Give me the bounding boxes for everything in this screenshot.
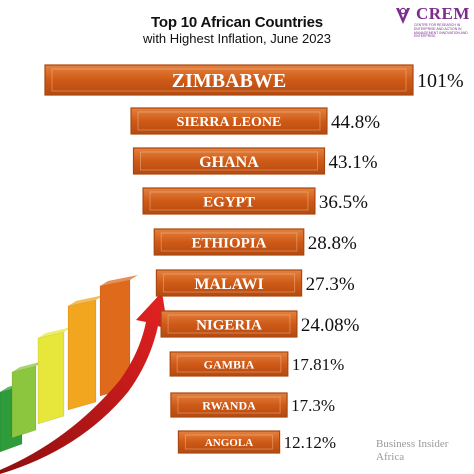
bar-category-label: ETHIOPIA (191, 235, 266, 251)
crem-logo: CREM Centre for Research in Enterprise a… (392, 4, 470, 38)
bar-category-label: GAMBIA (204, 357, 255, 371)
source-line-2: Africa (376, 451, 405, 463)
bar-category-label: GHANA (199, 154, 259, 171)
bar (44, 64, 414, 96)
bar-value-label: 44.8% (331, 112, 380, 133)
bar (160, 310, 298, 338)
bar (132, 147, 326, 175)
bar-category-label: NIGERIA (196, 317, 262, 333)
bar-category-label: MALAWI (194, 276, 263, 293)
decor-bar (11, 361, 44, 439)
bar-value-label: 12.12% (284, 433, 336, 452)
bar-category-label: RWANDA (202, 398, 256, 412)
bar-value-label: 17.3% (291, 396, 335, 415)
bar-category-label: ZIMBABWE (172, 70, 286, 92)
bar-highlight (184, 434, 274, 450)
bar-highlight (176, 355, 282, 373)
bar (177, 430, 281, 454)
decor-bar (37, 327, 72, 425)
bar (155, 269, 303, 297)
bar-highlight (51, 68, 407, 92)
bar-highlight (177, 396, 281, 414)
bar-highlight (140, 151, 318, 171)
bar-category-label: SIERRA LEONE (177, 115, 282, 130)
source-line-1: Business Insider (376, 438, 449, 450)
bar-value-label: 24.08% (301, 315, 360, 336)
crem-shield-icon (396, 7, 410, 24)
bar (142, 187, 316, 215)
logo-tagline: Centre for Research in Enterprise and Ac… (414, 23, 468, 39)
bars-group: ZIMBABWE 101% SIERRA LEONE 44.8% GHANA 43.1% E… (44, 64, 464, 454)
bar-category-label: ANGOLA (205, 437, 253, 449)
bar (130, 107, 328, 135)
bar-highlight (167, 314, 291, 334)
source-credit: Business Insider Africa (376, 438, 448, 464)
bar-value-label: 36.5% (319, 192, 368, 213)
chart-subtitle: with Highest Inflation, June 2023 (143, 31, 331, 46)
logo-name: CREM (416, 4, 470, 23)
bar-value-label: 27.3% (306, 274, 355, 295)
rising-arrow-icon (0, 292, 168, 474)
decor-bar (99, 275, 138, 397)
chart-title: Top 10 African Countries (151, 14, 323, 31)
bar-value-label: 28.8% (308, 233, 357, 254)
rising-bars-arrow-decoration (0, 275, 168, 474)
bar-value-label: 101% (417, 70, 464, 92)
bar-value-label: 43.1% (328, 152, 377, 173)
bar-highlight (149, 191, 309, 211)
bar (170, 392, 288, 418)
bar (153, 228, 305, 256)
decor-bar (67, 295, 104, 411)
bar-highlight (137, 111, 321, 131)
bar-value-label: 17.81% (292, 355, 344, 374)
bar-highlight (160, 232, 298, 252)
bar-highlight (162, 273, 296, 293)
bar-category-label: EGYPT (203, 194, 255, 210)
bar (169, 351, 289, 377)
